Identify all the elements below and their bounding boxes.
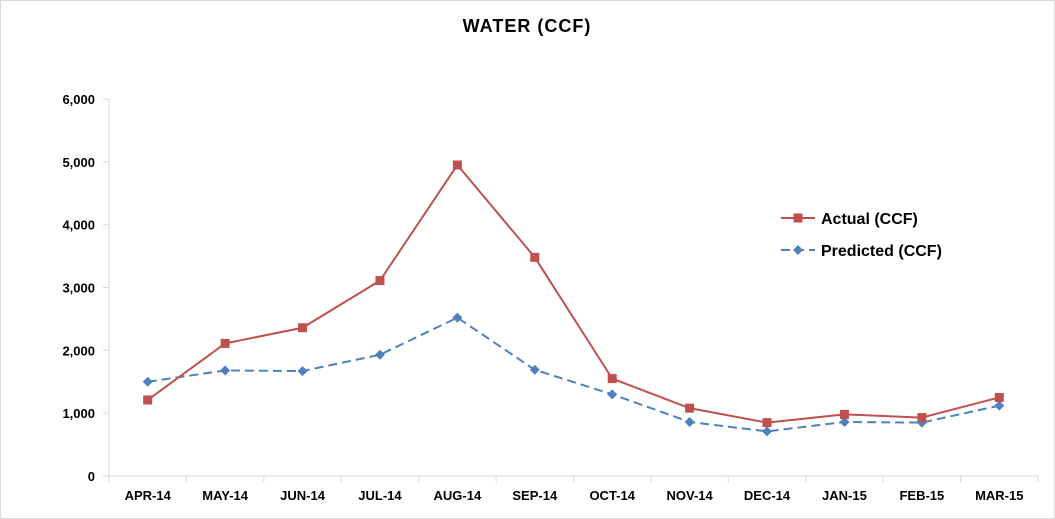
legend-item-predicted-ccf: Predicted (CCF) bbox=[781, 243, 942, 260]
data-point-predicted-ccf bbox=[529, 364, 540, 375]
data-point-actual-ccf bbox=[452, 160, 462, 170]
y-tick-label: 1,000 bbox=[62, 406, 95, 421]
x-tick-label: MAY-14 bbox=[202, 488, 249, 503]
x-tick-label: JUN-14 bbox=[280, 488, 326, 503]
y-tick-label: 6,000 bbox=[62, 92, 95, 107]
x-tick-label: NOV-14 bbox=[667, 488, 714, 503]
x-tick-label: DEC-14 bbox=[744, 488, 791, 503]
data-point-actual-ccf bbox=[917, 413, 927, 423]
data-point-actual-ccf bbox=[375, 276, 385, 286]
x-tick-label: OCT-14 bbox=[589, 488, 635, 503]
data-point-predicted-ccf bbox=[684, 416, 695, 427]
x-tick-label: FEB-15 bbox=[899, 488, 944, 503]
legend: Actual (CCF) Predicted (CCF) bbox=[781, 211, 942, 260]
chart-title: WATER (CCF) bbox=[463, 16, 592, 36]
x-tick-label: JAN-15 bbox=[822, 488, 867, 503]
series-group bbox=[142, 160, 1005, 437]
data-point-actual-ccf bbox=[685, 403, 695, 413]
x-tick-label: JUL-14 bbox=[358, 488, 402, 503]
x-tick-label: APR-14 bbox=[125, 488, 172, 503]
series-actual-ccf bbox=[143, 160, 1004, 428]
data-point-predicted-ccf bbox=[297, 366, 308, 377]
data-point-predicted-ccf bbox=[762, 426, 773, 437]
series-predicted-ccf bbox=[142, 312, 1005, 437]
axes: 0 1,000 2,000 3,000 4,000 5,000 6,000 APR-14 MAY… bbox=[62, 92, 1039, 503]
data-point-predicted-ccf bbox=[374, 349, 385, 360]
data-point-actual-ccf bbox=[994, 392, 1004, 402]
y-tick-label: 4,000 bbox=[62, 218, 95, 233]
data-point-predicted-ccf bbox=[452, 312, 463, 323]
data-point-actual-ccf bbox=[839, 409, 849, 419]
y-tick-label: 5,000 bbox=[62, 155, 95, 170]
data-point-actual-ccf bbox=[298, 323, 308, 333]
data-point-actual-ccf bbox=[530, 252, 540, 262]
series-line-predicted-ccf bbox=[147, 316, 1000, 433]
data-point-predicted-ccf bbox=[220, 365, 231, 376]
legend-marker bbox=[793, 245, 803, 255]
data-point-actual-ccf bbox=[220, 338, 230, 348]
x-tick-label: SEP-14 bbox=[512, 488, 558, 503]
data-point-predicted-ccf bbox=[142, 376, 153, 387]
y-tick-label: 0 bbox=[88, 469, 95, 484]
data-point-predicted-ccf bbox=[607, 389, 618, 400]
series-line-actual-ccf bbox=[147, 163, 1000, 424]
legend-item-actual-ccf: Actual (CCF) bbox=[781, 211, 918, 228]
data-point-predicted-ccf bbox=[994, 400, 1005, 411]
y-tick-label: 2,000 bbox=[62, 343, 95, 358]
data-point-actual-ccf bbox=[143, 395, 153, 405]
data-point-predicted-ccf bbox=[839, 416, 850, 427]
y-tick-label: 3,000 bbox=[62, 281, 95, 296]
x-tick-label: MAR-15 bbox=[975, 488, 1023, 503]
legend-marker bbox=[793, 213, 803, 223]
legend-label: Actual (CCF) bbox=[821, 211, 918, 228]
data-point-actual-ccf bbox=[762, 418, 772, 428]
data-point-actual-ccf bbox=[607, 374, 617, 384]
legend-label: Predicted (CCF) bbox=[821, 243, 942, 260]
x-tick-label: AUG-14 bbox=[434, 488, 482, 503]
